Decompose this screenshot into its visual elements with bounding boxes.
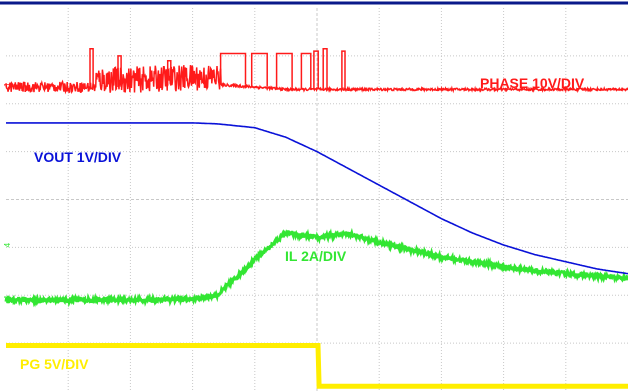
phase-pulse <box>341 50 346 90</box>
trace-phase <box>5 65 628 95</box>
label-vout: VOUT 1V/DIV <box>34 149 122 165</box>
phase-pulse <box>322 47 328 90</box>
phase-pulse <box>89 47 94 87</box>
label-il: IL 2A/DIV <box>285 248 347 264</box>
channel-marker: 1 <box>3 82 12 87</box>
trace-labels: PHASE 10V/DIV VOUT 1V/DIV IL 2A/DIV PG 5… <box>20 75 585 372</box>
phase-pulse <box>219 52 247 85</box>
channel-marker: 4 <box>3 295 12 300</box>
trace-il <box>4 227 628 308</box>
phase-pulse <box>250 52 268 87</box>
phase-pulse <box>117 55 122 87</box>
trace-pg <box>6 343 628 389</box>
traces <box>4 47 628 389</box>
channel-markers: 1 4 4 <box>3 82 12 300</box>
label-pg: PG 5V/DIV <box>20 356 89 372</box>
graticule <box>6 8 628 391</box>
channel-marker: 4 <box>3 242 12 247</box>
phase-pulse <box>313 50 319 90</box>
phase-pulse <box>275 52 293 89</box>
phase-pulse <box>166 59 172 86</box>
trace-vout <box>6 122 628 275</box>
label-phase: PHASE 10V/DIV <box>480 75 585 91</box>
phase-pulse <box>300 52 312 90</box>
